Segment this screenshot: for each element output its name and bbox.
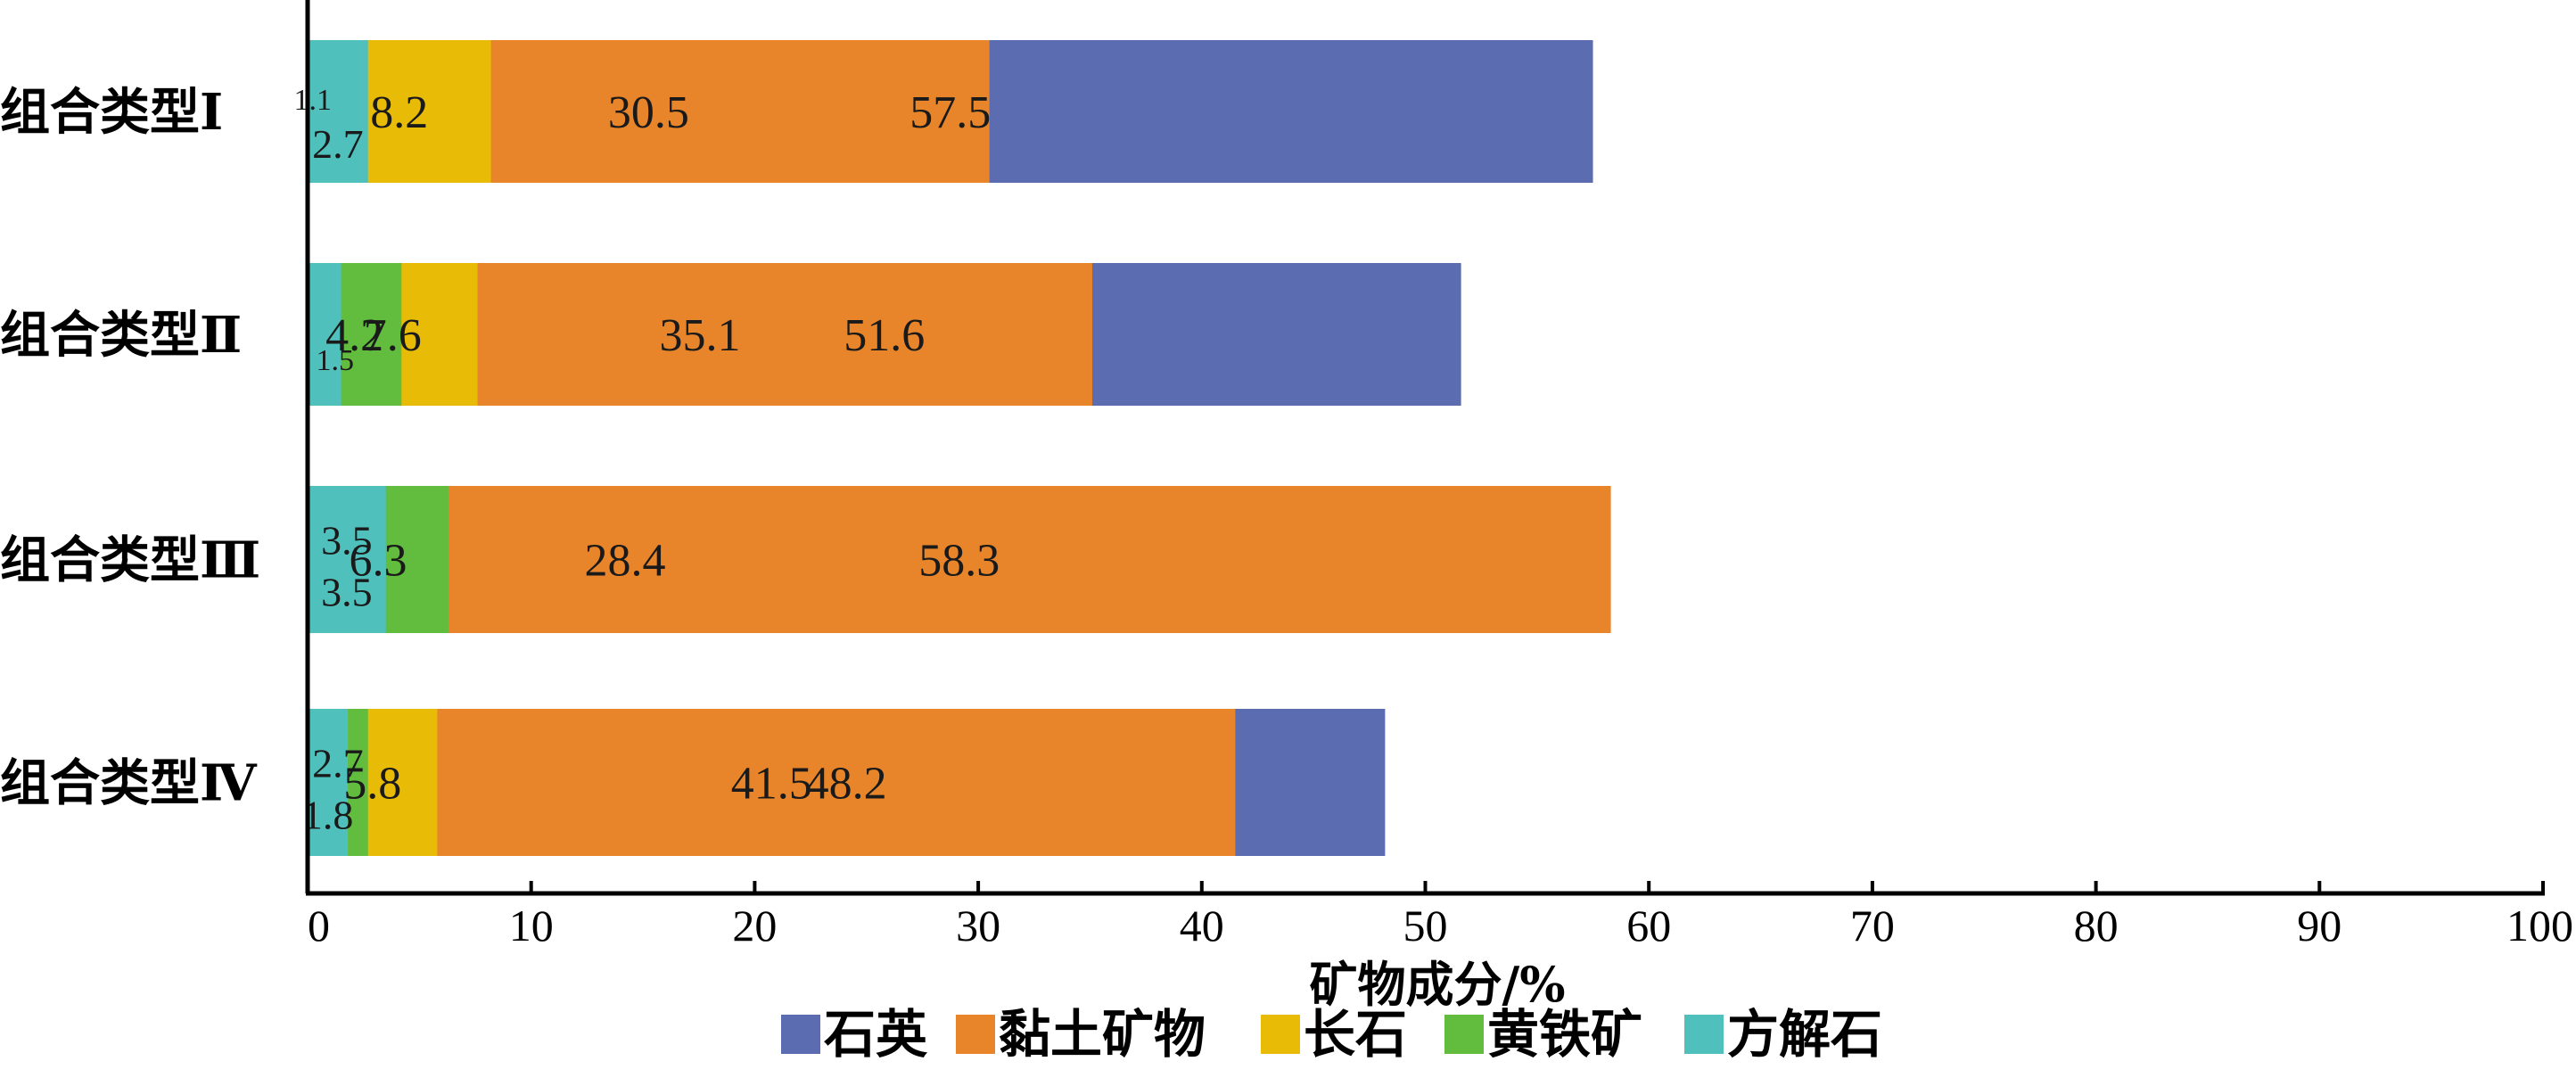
- data-label: 1.8: [302, 793, 354, 838]
- data-label: 28.4: [584, 536, 665, 587]
- data-label: 3.5: [321, 518, 373, 564]
- bar-segment: [308, 40, 368, 183]
- x-axis-title: 矿物成分/%: [1309, 956, 1565, 1013]
- legend-label: 长石: [1304, 1004, 1407, 1065]
- bar-segment: [308, 263, 342, 406]
- category-label: 组合类型Ⅰ: [0, 83, 223, 142]
- x-tick-label: 20: [732, 901, 777, 950]
- x-tick-label: 0: [308, 901, 330, 950]
- legend-label: 黄铁矿: [1487, 1004, 1642, 1065]
- data-label: 7.6: [364, 310, 422, 361]
- data-label: 4.2: [325, 310, 383, 361]
- data-label: 51.6: [844, 310, 925, 361]
- category-label: 组合类型Ⅱ: [0, 306, 242, 365]
- data-label: 35.1: [659, 310, 740, 361]
- data-label: 2.7: [312, 741, 364, 786]
- data-label: 1.5: [317, 344, 355, 377]
- x-tick-label: 70: [1850, 901, 1895, 950]
- data-label: 5.8: [343, 759, 401, 810]
- legend-swatch: [1444, 1015, 1484, 1054]
- x-ticks-layer: 0 10 20 30 40 50 60 70 80 90 100: [306, 881, 2573, 950]
- data-label: 58.3: [918, 536, 1000, 587]
- x-tick-label: 60: [1626, 901, 1671, 950]
- data-labels-layer: 57.5 30.5 8.2 1.1 2.7 51.6 35.1 7.64.21.5 28.4 58…: [294, 84, 1000, 838]
- data-label: 6.3: [349, 536, 407, 587]
- category-label: 组合类型Ⅳ: [0, 754, 258, 813]
- legend-swatch: [1261, 1015, 1300, 1054]
- bars-layer: [308, 40, 1611, 856]
- legend-label: 黏土矿物: [999, 1004, 1206, 1065]
- data-label: 3.5: [321, 570, 373, 615]
- data-label: 57.5: [909, 87, 991, 138]
- x-tick-label: 80: [2074, 901, 2119, 950]
- x-tick-label: 100: [2506, 901, 2573, 950]
- data-label: 8.2: [370, 87, 428, 138]
- data-label: 41.5: [731, 759, 812, 810]
- data-label: 1.1: [294, 84, 333, 117]
- legend-swatch: [781, 1015, 820, 1054]
- category-labels-layer: 组合类型Ⅰ 组合类型Ⅱ 组合类型Ⅲ 组合类型Ⅳ: [0, 83, 260, 813]
- category-label: 组合类型Ⅲ: [0, 531, 260, 590]
- legend: 石英 黏土矿物 长石 黄铁矿 方解石: [781, 1004, 1882, 1065]
- legend-swatch: [1684, 1015, 1724, 1054]
- legend-label: 方解石: [1727, 1004, 1882, 1065]
- bar-segment: [308, 486, 386, 633]
- bar-segment: [308, 709, 349, 856]
- data-label: 30.5: [608, 87, 689, 138]
- data-label: 48.2: [806, 759, 887, 810]
- x-tick-label: 50: [1403, 901, 1448, 950]
- x-tick-label: 90: [2297, 901, 2341, 950]
- x-tick-label: 30: [956, 901, 1000, 950]
- data-label: 2.7: [312, 121, 364, 167]
- bar-segment: [308, 709, 1236, 856]
- x-tick-label: 10: [509, 901, 554, 950]
- legend-swatch: [956, 1015, 995, 1054]
- x-tick-label: 40: [1180, 901, 1224, 950]
- legend-label: 石英: [824, 1004, 928, 1065]
- bar-segment: [308, 486, 1611, 633]
